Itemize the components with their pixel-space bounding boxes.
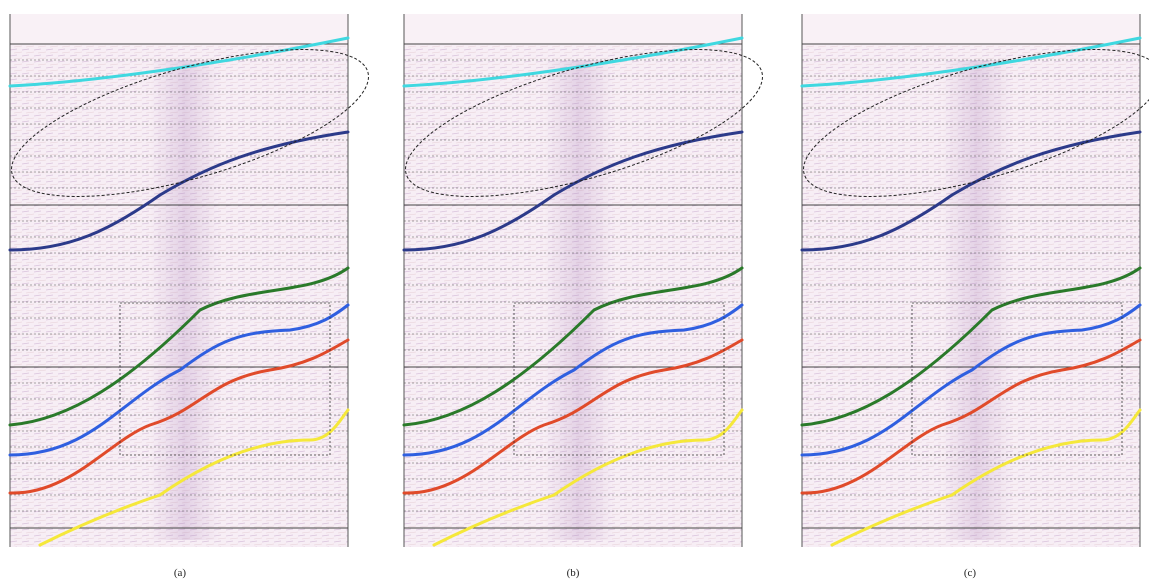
panel-label: (c)	[964, 567, 977, 579]
panel-label: (a)	[174, 567, 187, 579]
panel-a	[0, 12, 385, 549]
panel-c	[787, 12, 1149, 549]
panel-label: (b)	[567, 567, 580, 579]
panel-b	[389, 12, 779, 549]
